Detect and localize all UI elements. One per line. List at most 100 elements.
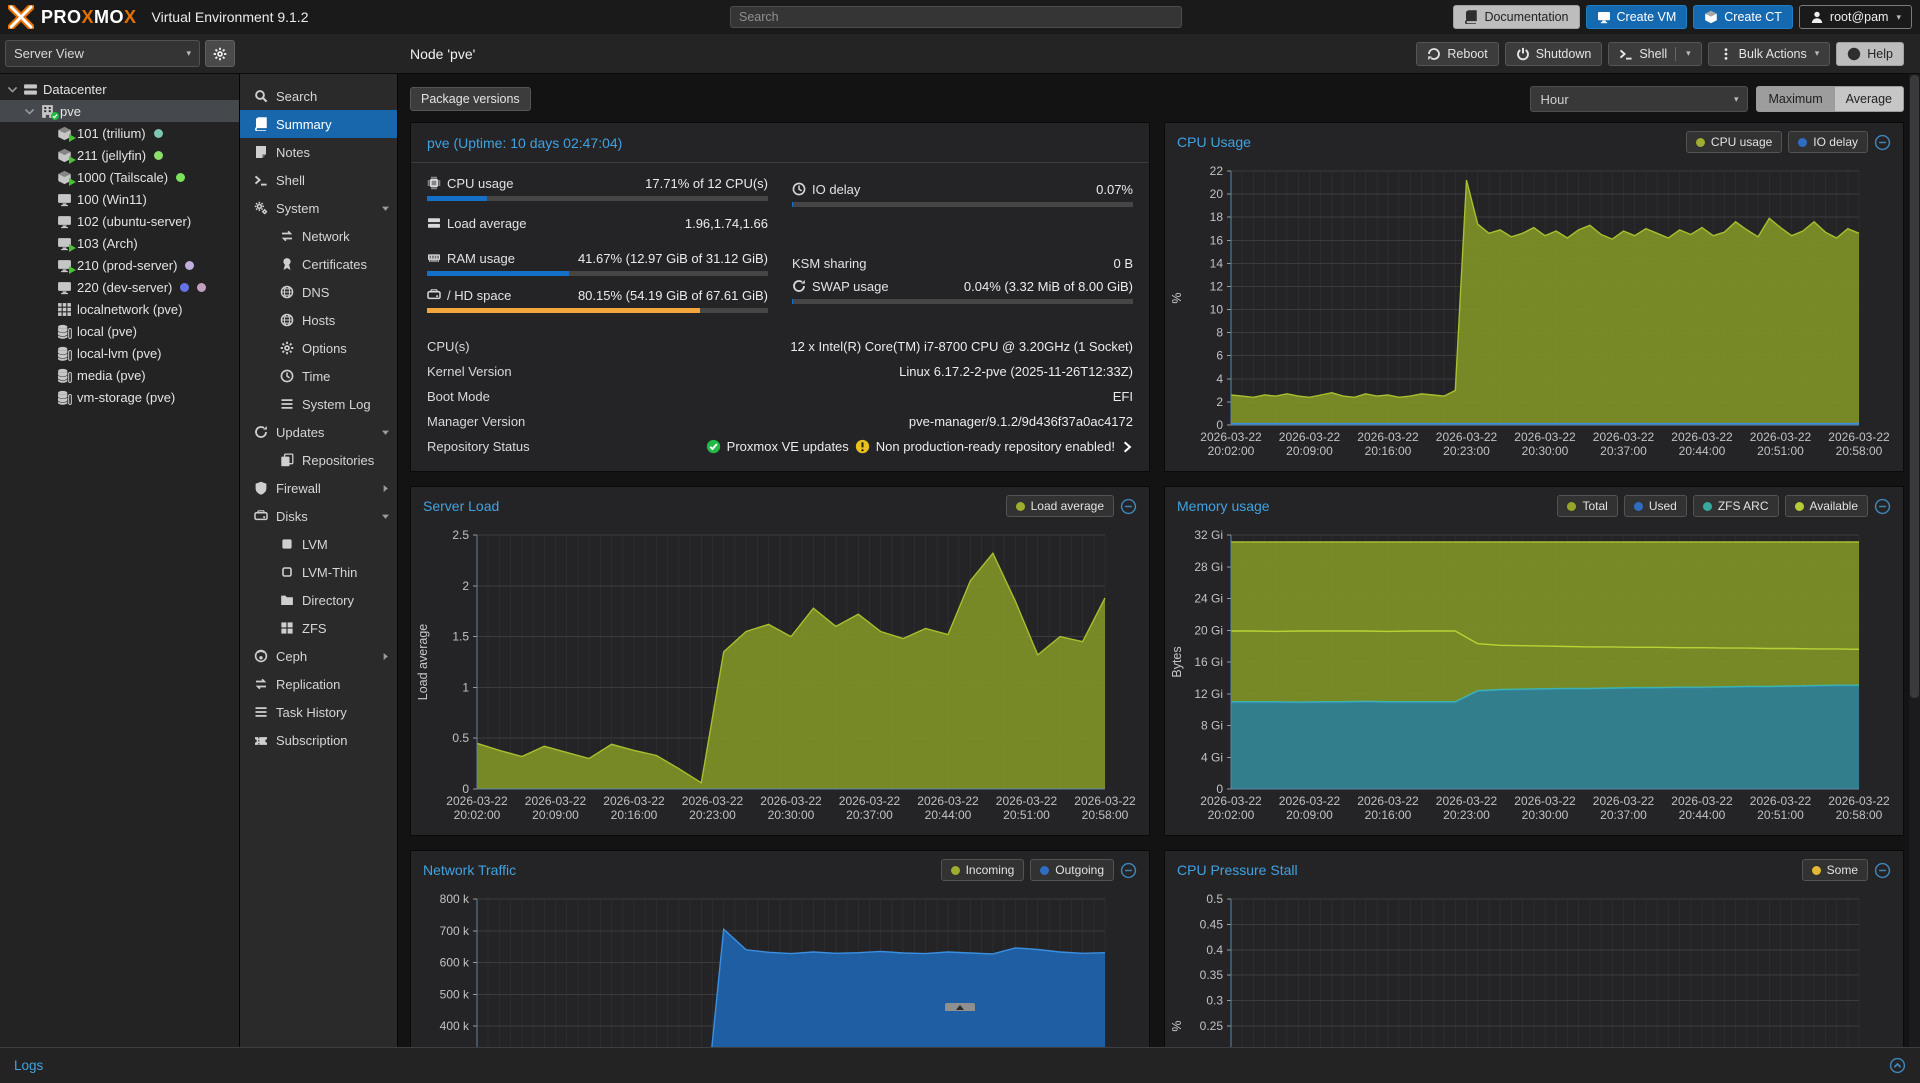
angle-right-icon[interactable] — [1121, 441, 1133, 453]
menu-item-lvm[interactable]: LVM — [240, 530, 397, 558]
menu-item-repositories[interactable]: Repositories — [240, 446, 397, 474]
tree-item-101-trilium[interactable]: 101 (trilium) — [0, 122, 239, 144]
legend-cpu-usage[interactable]: CPU usage — [1686, 131, 1782, 153]
create-vm-button[interactable]: Create VM — [1586, 5, 1688, 29]
logs-splitter-handle[interactable] — [945, 1003, 975, 1011]
average-button[interactable]: Average — [1835, 86, 1904, 112]
legend-incoming[interactable]: Incoming — [941, 859, 1025, 881]
svg-text:28 Gi: 28 Gi — [1194, 560, 1223, 574]
menu-item-time[interactable]: Time — [240, 362, 397, 390]
menu-item-firewall[interactable]: Firewall — [240, 474, 397, 502]
menu-item-disks[interactable]: Disks — [240, 502, 397, 530]
caret-right-icon[interactable] — [380, 483, 391, 494]
tree-item-media-pve[interactable]: media (pve) — [0, 364, 239, 386]
legend-available[interactable]: Available — [1785, 495, 1868, 517]
list-icon — [280, 397, 294, 411]
menu-item-replication[interactable]: Replication — [240, 670, 397, 698]
menu-item-system-log[interactable]: System Log — [240, 390, 397, 418]
collapse-panel-icon[interactable] — [1120, 498, 1137, 515]
tree-item-datacenter[interactable]: Datacenter — [0, 78, 239, 100]
tree-item-103-arch[interactable]: 103 (Arch) — [0, 232, 239, 254]
tree-item-220-dev-server[interactable]: 220 (dev-server) — [0, 276, 239, 298]
menu-item-ceph[interactable]: Ceph — [240, 642, 397, 670]
menu-item-shell[interactable]: Shell — [240, 166, 397, 194]
menu-item-dns[interactable]: DNS — [240, 278, 397, 306]
maximum-button[interactable]: Maximum — [1756, 86, 1834, 112]
shutdown-button[interactable]: Shutdown — [1505, 42, 1603, 66]
tree-item-100-win11[interactable]: 100 (Win11) — [0, 188, 239, 210]
info-row-kernel-version: Kernel VersionLinux 6.17.2-2-pve (2025-1… — [427, 359, 1133, 384]
menu-item-lvm-thin[interactable]: LVM-Thin — [240, 558, 397, 586]
tree-item-pve[interactable]: pve — [0, 100, 239, 122]
content-scrollbar[interactable] — [1909, 74, 1920, 1047]
tree-item-102-ubuntu-server[interactable]: 102 (ubuntu-server) — [0, 210, 239, 232]
caret-down-icon[interactable] — [380, 203, 391, 214]
collapse-panel-icon[interactable] — [1874, 134, 1891, 151]
time-range-select[interactable]: Hour ▾ — [1530, 86, 1748, 112]
menu-item-zfs[interactable]: ZFS — [240, 614, 397, 642]
status-dot — [180, 283, 189, 292]
expand-logs-icon[interactable] — [1889, 1057, 1906, 1074]
menu-item-subscription[interactable]: Subscription — [240, 726, 397, 754]
tree-item-local-pve[interactable]: local (pve) — [0, 320, 239, 342]
menu-item-updates[interactable]: Updates — [240, 418, 397, 446]
legend-zfs-arc[interactable]: ZFS ARC — [1693, 495, 1779, 517]
cube-icon — [1704, 10, 1718, 24]
menu-item-system[interactable]: System — [240, 194, 397, 222]
root-pam-button[interactable]: root@pam▾ — [1799, 5, 1912, 29]
legend-some[interactable]: Some — [1802, 859, 1868, 881]
menu-item-certificates[interactable]: Certificates — [240, 250, 397, 278]
menu-item-task-history[interactable]: Task History — [240, 698, 397, 726]
expander-icon[interactable] — [23, 105, 36, 118]
tree-settings-button[interactable] — [205, 40, 235, 67]
bulk-actions-button[interactable]: Bulk Actions▾ — [1708, 42, 1831, 66]
menu-item-search[interactable]: Search — [240, 82, 397, 110]
tree-item-vm-storage-pve[interactable]: vm-storage (pve) — [0, 386, 239, 408]
info-row-boot-mode: Boot ModeEFI — [427, 384, 1133, 409]
chart-legend: IncomingOutgoing — [941, 859, 1137, 881]
reboot-button[interactable]: Reboot — [1416, 42, 1498, 66]
svg-text:2026-03-2220:30:00: 2026-03-2220:30:00 — [1514, 430, 1576, 458]
help-button[interactable]: ?Help — [1836, 42, 1904, 66]
menu-item-options[interactable]: Options — [240, 334, 397, 362]
collapse-panel-icon[interactable] — [1874, 862, 1891, 879]
legend-used[interactable]: Used — [1624, 495, 1687, 517]
legend-load-average[interactable]: Load average — [1006, 495, 1114, 517]
menu-item-label: Repositories — [302, 453, 374, 468]
menu-item-label: ZFS — [302, 621, 327, 636]
svg-text:0.35: 0.35 — [1200, 968, 1224, 982]
global-search-input[interactable] — [730, 6, 1182, 28]
menu-item-hosts[interactable]: Hosts — [240, 306, 397, 334]
tree-item-local-lvm-pve[interactable]: local-lvm (pve) — [0, 342, 239, 364]
documentation-button[interactable]: Documentation — [1453, 5, 1579, 29]
chart-svg: 02468101214161820222026-03-2220:02:00202… — [1165, 161, 1903, 471]
tree-item-210-prod-server[interactable]: 210 (prod-server) — [0, 254, 239, 276]
legend-outgoing[interactable]: Outgoing — [1030, 859, 1114, 881]
logs-expand-button[interactable] — [1889, 1057, 1906, 1074]
caret-down-icon[interactable] — [380, 511, 391, 522]
monitor-icon — [57, 258, 73, 273]
scrollbar-thumb[interactable] — [1910, 75, 1919, 698]
expander-icon[interactable] — [6, 83, 19, 96]
menu-item-label: Summary — [276, 117, 332, 132]
tree-item-localnetwork-pve[interactable]: localnetwork (pve) — [0, 298, 239, 320]
package-versions-button[interactable]: Package versions — [410, 87, 531, 111]
collapse-panel-icon[interactable] — [1120, 862, 1137, 879]
view-mode-select[interactable]: Server View ▾ — [5, 40, 200, 67]
menu-item-network[interactable]: Network — [240, 222, 397, 250]
tree-item-211-jellyfin[interactable]: 211 (jellyfin) — [0, 144, 239, 166]
collapse-panel-icon[interactable] — [1874, 498, 1891, 515]
tree-item-1000-tailscale[interactable]: 1000 (Tailscale) — [0, 166, 239, 188]
monitor-icon — [57, 236, 73, 251]
logs-bar: Logs — [0, 1047, 1920, 1083]
shell-button[interactable]: Shell▾ — [1608, 42, 1701, 66]
menu-item-notes[interactable]: Notes — [240, 138, 397, 166]
legend-io-delay[interactable]: IO delay — [1788, 131, 1868, 153]
legend-total[interactable]: Total — [1557, 495, 1617, 517]
caret-right-icon[interactable] — [380, 651, 391, 662]
create-ct-button[interactable]: Create CT — [1693, 5, 1793, 29]
menu-item-summary[interactable]: Summary — [240, 110, 397, 138]
caret-down-icon[interactable] — [380, 427, 391, 438]
menu-item-directory[interactable]: Directory — [240, 586, 397, 614]
chart-plot: 00.511.522.52026-03-2220:02:002026-03-22… — [411, 525, 1149, 836]
